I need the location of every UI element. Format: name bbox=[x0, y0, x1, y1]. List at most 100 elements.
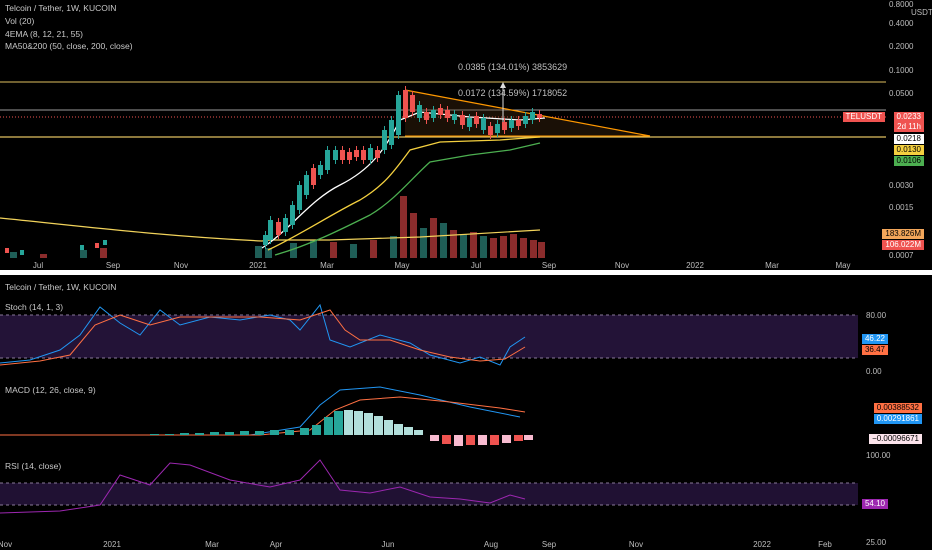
y-tick: 0.2000 bbox=[889, 42, 914, 51]
triangle-upper-line bbox=[404, 89, 651, 137]
volume-indicator-label[interactable]: Vol (20) bbox=[5, 16, 35, 26]
volume-bar bbox=[350, 244, 357, 258]
x-tick: Jul bbox=[471, 261, 481, 270]
macd-signal-line bbox=[0, 396, 526, 436]
y-tick: 0.0030 bbox=[889, 181, 914, 190]
stoch-tick: 0.00 bbox=[866, 367, 882, 376]
candle bbox=[516, 120, 521, 126]
x-tick: Aug bbox=[484, 540, 498, 549]
macd-hist-bar bbox=[255, 431, 264, 435]
symbol-title[interactable]: Telcoin / Tether, 1W, KUCOIN bbox=[5, 282, 117, 292]
x-tick: Mar bbox=[205, 540, 219, 549]
macd-hist-bar bbox=[150, 434, 159, 435]
indicator-chart-canvas[interactable]: 80.00 0.00 100.00 25.00 Nov 2021 Mar Apr Jun… bbox=[0, 275, 932, 550]
candle bbox=[304, 175, 309, 195]
rsi-line bbox=[0, 459, 526, 514]
macd-hist-bar bbox=[404, 427, 413, 435]
candle bbox=[509, 120, 514, 128]
x-tick: Jun bbox=[382, 540, 395, 549]
measure-label-2: 0.0172 (134.59%) 1718052 bbox=[458, 88, 567, 98]
x-tick: Sep bbox=[542, 540, 557, 549]
volume-bar bbox=[255, 246, 262, 258]
candle bbox=[424, 112, 429, 120]
macd-hist-bar bbox=[210, 432, 219, 435]
candle bbox=[361, 150, 366, 160]
macd-line bbox=[0, 386, 521, 436]
candle bbox=[410, 95, 415, 112]
price-badge: 0.0233 bbox=[893, 112, 924, 122]
candle bbox=[297, 185, 302, 210]
rsi-label[interactable]: RSI (14, close) bbox=[5, 461, 62, 471]
measure-arrow-head bbox=[500, 82, 506, 88]
candle bbox=[403, 90, 408, 118]
x-tick: Jul bbox=[33, 261, 43, 270]
volume-bar bbox=[410, 213, 417, 258]
countdown-badge: 2d 11h bbox=[894, 122, 924, 132]
volume-bar bbox=[440, 223, 447, 258]
pane-divider[interactable] bbox=[0, 270, 932, 275]
candle bbox=[460, 115, 465, 125]
macd-hist-bar bbox=[270, 430, 279, 435]
stoch-label[interactable]: Stoch (14, 1, 3) bbox=[5, 302, 64, 312]
y-tick: 0.1000 bbox=[889, 66, 914, 75]
volume-bar bbox=[460, 234, 467, 258]
candle bbox=[488, 126, 493, 135]
y-tick: 0.0015 bbox=[889, 203, 914, 212]
volume-bar bbox=[310, 240, 317, 258]
candle bbox=[318, 165, 323, 175]
candle bbox=[452, 114, 457, 120]
y-tick: 0.0500 bbox=[889, 89, 914, 98]
candle bbox=[80, 245, 84, 250]
volume-bar bbox=[470, 232, 477, 258]
volume-bar bbox=[40, 254, 47, 258]
x-tick: 2022 bbox=[686, 261, 704, 270]
macd-hist-bar bbox=[324, 417, 333, 435]
macd-hist-bar bbox=[490, 435, 499, 445]
x-tick: Feb bbox=[818, 540, 832, 549]
ema-value-badge: 0.0106 bbox=[893, 156, 924, 166]
x-tick: Mar bbox=[320, 261, 334, 270]
macd-hist-bar bbox=[165, 434, 174, 435]
volume-bar bbox=[265, 248, 272, 258]
macd-hist-bar bbox=[524, 435, 533, 440]
x-axis: Jul Sep Nov 2021 Mar May Jul Sep Nov 2022 Mar May bbox=[33, 261, 851, 270]
candle bbox=[382, 130, 387, 150]
x-tick: Nov bbox=[174, 261, 188, 270]
volume-badge: 106.022M bbox=[882, 240, 924, 250]
candle bbox=[276, 222, 281, 235]
ticker-badge: TELUSDT bbox=[842, 112, 885, 122]
stoch-d-line bbox=[0, 309, 526, 366]
x-tick: 2021 bbox=[249, 261, 267, 270]
candle bbox=[347, 152, 352, 160]
x-tick: 2021 bbox=[103, 540, 121, 549]
macd-hist-bar bbox=[180, 433, 189, 435]
volume-bar bbox=[510, 234, 517, 258]
candlesticks bbox=[5, 86, 542, 255]
stoch-tick: 80.00 bbox=[866, 311, 887, 320]
ema-slow-line bbox=[274, 142, 541, 256]
stoch-k-line bbox=[0, 303, 526, 366]
macd-label[interactable]: MACD (12, 26, close, 9) bbox=[5, 385, 96, 395]
ema-mid-line bbox=[267, 136, 541, 251]
y-axis-currency: USDT bbox=[911, 8, 932, 17]
macd-hist-bar bbox=[394, 424, 403, 435]
stoch-k-badge: 46.22 bbox=[861, 334, 888, 344]
symbol-title[interactable]: Telcoin / Tether, 1W, KUCOIN bbox=[5, 3, 117, 13]
main-price-pane[interactable]: Telcoin / Tether, 1W, KUCOIN Vol (20) 4E… bbox=[0, 0, 932, 270]
volume-bar bbox=[520, 238, 527, 258]
volume-bar bbox=[530, 240, 537, 258]
candle bbox=[502, 122, 507, 130]
volume-badge: 183.826M bbox=[882, 229, 924, 239]
candle bbox=[340, 150, 345, 160]
volume-bar bbox=[490, 238, 497, 258]
macd-hist-bar bbox=[414, 430, 423, 435]
indicator-pane[interactable]: Telcoin / Tether, 1W, KUCOIN Stoch (14, … bbox=[0, 275, 932, 550]
ma-indicator-label[interactable]: MA50&200 (50, close, 200, close) bbox=[5, 41, 133, 51]
macd-hist-bar bbox=[240, 431, 249, 435]
volume-bar bbox=[80, 250, 87, 258]
price-chart-canvas[interactable]: 0.0385 (134.01%) 3853629 0.0172 (134.59%… bbox=[0, 0, 932, 270]
volume-bar bbox=[450, 230, 457, 258]
ema-indicator-label[interactable]: 4EMA (8, 12, 21, 55) bbox=[5, 29, 83, 39]
macd-hist-bar bbox=[312, 425, 321, 435]
candle bbox=[495, 124, 500, 133]
